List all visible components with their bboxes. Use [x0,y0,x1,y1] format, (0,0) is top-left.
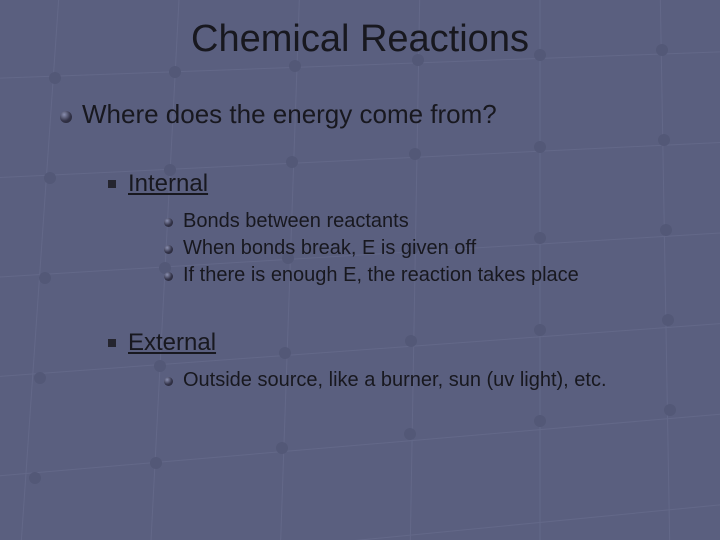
slide-title: Chemical Reactions [40,18,680,61]
item-text: Bonds between reactants [183,208,409,235]
section-heading-external: External [108,329,680,357]
heading-text: Internal [128,170,208,198]
list-item: When bonds break, E is given off [164,235,680,262]
bullet-icon [164,218,173,227]
bullet-icon [164,245,173,254]
bullet-icon [164,377,173,386]
heading-text: External [128,329,216,357]
question-text: Where does the energy come from? [82,99,497,130]
section-heading-internal: Internal [108,170,680,198]
bullet-icon [164,272,173,281]
main-question: Where does the energy come from? [60,99,680,130]
item-text: When bonds break, E is given off [183,235,476,262]
item-text: If there is enough E, the reaction takes… [183,262,579,289]
slide-content: Chemical Reactions Where does the energy… [0,0,720,414]
list-item: Outside source, like a burner, sun (uv l… [164,367,680,394]
square-bullet-icon [108,180,116,188]
bullet-icon [60,111,72,123]
list-item: Bonds between reactants [164,208,680,235]
square-bullet-icon [108,339,116,347]
list-item: If there is enough E, the reaction takes… [164,262,680,289]
item-text: Outside source, like a burner, sun (uv l… [183,367,607,394]
